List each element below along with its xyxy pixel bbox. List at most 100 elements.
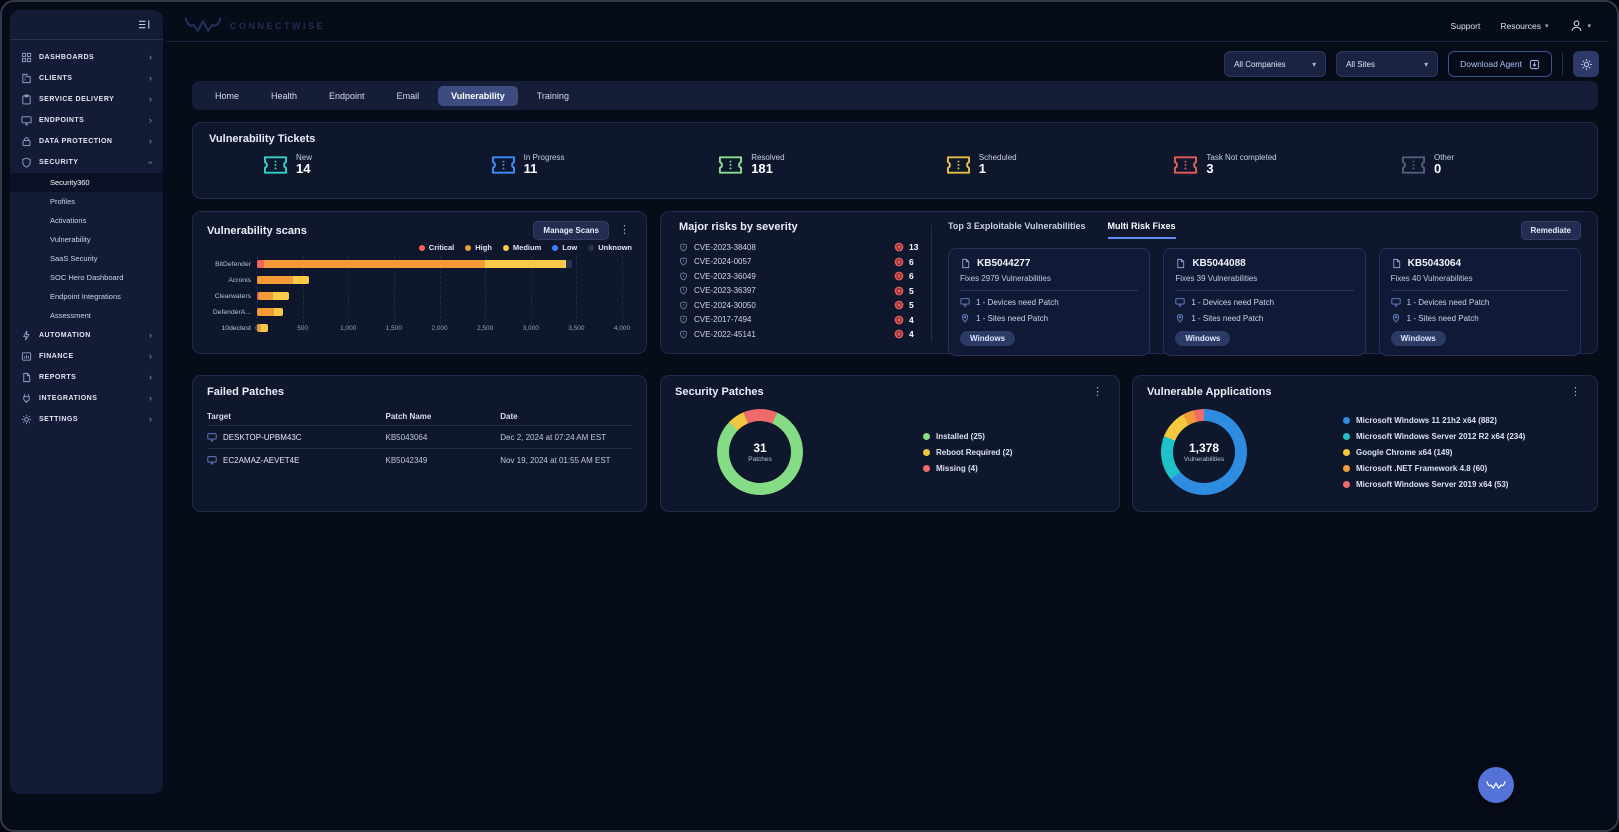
vulnerable-apps-donut: 1,378 Vulnerabilities: [1161, 409, 1247, 495]
cve-row-cve-2024-30050[interactable]: CVE-2024-30050 5: [679, 298, 921, 313]
sidebar-subitem-vulnerability[interactable]: Vulnerability: [50, 235, 91, 244]
tab-training[interactable]: Training: [536, 90, 569, 101]
kb-devices-text: 1 - Devices need Patch: [1406, 297, 1490, 307]
kebab-menu-icon[interactable]: ⋮: [619, 224, 630, 236]
tab-email[interactable]: Email: [396, 90, 420, 101]
bar-row-clearwaters: [257, 288, 622, 304]
sites-select[interactable]: All Sites ▾: [1336, 51, 1439, 77]
chart-gridline: [530, 256, 532, 324]
kebab-menu-icon[interactable]: ⋮: [1092, 385, 1103, 398]
automation-icon: [21, 330, 32, 341]
pin-icon: [1391, 313, 1401, 323]
sidebar-item-security[interactable]: SECURITY ›: [10, 152, 163, 173]
kebab-menu-icon[interactable]: ⋮: [1570, 385, 1581, 398]
os-tag: Windows: [1390, 331, 1446, 346]
tab-endpoint[interactable]: Endpoint: [329, 90, 365, 101]
companies-select[interactable]: All Companies ▾: [1224, 51, 1327, 77]
settings-gear-button[interactable]: [1573, 51, 1599, 77]
failed-patches-table: Target Patch Name Date DESKTOP-UPBM43C KB504…: [207, 408, 632, 471]
user-menu[interactable]: ▾: [1570, 19, 1591, 32]
stacked-bar[interactable]: [257, 276, 309, 284]
cve-row-cve-2017-7494[interactable]: CVE-2017-7494 4: [679, 313, 921, 328]
brand-logo: CONNECTWISE: [184, 16, 325, 35]
cve-row-cve-2023-38408[interactable]: CVE-2023-38408 13: [679, 240, 921, 255]
x-tick-label: 3,500: [568, 325, 585, 332]
sidebar-subitem-assessment[interactable]: Assessment: [50, 311, 91, 320]
chevron-down-icon: ›: [146, 161, 156, 164]
file-icon: [1391, 258, 1402, 269]
sidebar-collapse-icon[interactable]: [138, 19, 151, 30]
download-agent-button[interactable]: Download Agent: [1448, 51, 1552, 77]
os-tag: Windows: [960, 331, 1016, 346]
sidebar-item-settings[interactable]: SETTINGS ›: [10, 409, 163, 430]
table-row-target[interactable]: DESKTOP-UPBM43C: [207, 425, 386, 448]
legend-item-installed-25: Installed (25): [923, 432, 1012, 441]
chart-gridline: [302, 256, 304, 324]
sidebar-item-clients[interactable]: CLIENTS ›: [10, 68, 163, 89]
bar-category-label: 10dectest: [221, 324, 251, 332]
target-name: EC2AMAZ-AEVET4E: [223, 455, 300, 465]
bar-segment-medium: [293, 276, 309, 284]
kb-card-kb5044277[interactable]: KB5044277 Fixes 2979 Vulnerabilities 1 - D…: [948, 248, 1151, 356]
sidebar-item-reports[interactable]: REPORTS ›: [10, 367, 163, 388]
stacked-bar[interactable]: [257, 324, 268, 332]
sidebar-subitem-security360[interactable]: Security360: [10, 173, 163, 192]
tab-health[interactable]: Health: [271, 90, 298, 101]
scans-categories: BitDefender Acronis Clearwaters DefenderA..…: [207, 256, 257, 336]
connectwise-floating-button[interactable]: [1478, 767, 1514, 803]
cve-row-cve-2024-0057[interactable]: CVE-2024-0057 6: [679, 255, 921, 270]
stacked-bar[interactable]: [257, 308, 284, 316]
scans-legend: Critical High Medium Low Unknown: [207, 243, 632, 252]
cve-row-cve-2022-45141[interactable]: CVE-2022-45141 4: [679, 327, 921, 342]
sidebar-subitem-activations[interactable]: Activations: [50, 216, 87, 225]
kb-card-kb5044088[interactable]: KB5044088 Fixes 39 Vulnerabilities 1 - Dev…: [1163, 248, 1366, 356]
sidebar-subitem-soc-hero-dashboard[interactable]: SOC Hero Dashboard: [50, 273, 124, 282]
resources-menu[interactable]: Resources ▾: [1500, 20, 1549, 31]
pin-icon: [1175, 313, 1185, 323]
cve-row-cve-2023-36397[interactable]: CVE-2023-36397 5: [679, 284, 921, 299]
sidebar-item-service-delivery[interactable]: SERVICE DELIVERY ›: [10, 89, 163, 110]
endpoints-icon: [21, 115, 32, 126]
kb-sites-line: 1 - Sites need Patch: [960, 313, 1138, 323]
os-tag: Windows: [1175, 331, 1231, 346]
sidebar-subitem-profiles[interactable]: Profiles: [50, 197, 76, 206]
stacked-bar[interactable]: [257, 292, 289, 300]
support-link[interactable]: Support: [1450, 20, 1481, 31]
ticket-stat-value: 181: [751, 161, 773, 176]
sidebar-subitem-endpoint-integrations[interactable]: Endpoint Integrations: [50, 292, 121, 301]
tab-vulnerability[interactable]: Vulnerability: [438, 85, 518, 106]
cve-count: 5: [909, 285, 914, 296]
table-row-target[interactable]: EC2AMAZ-AEVET4E: [207, 448, 386, 471]
stacked-bar[interactable]: [257, 260, 572, 268]
shield-alert-icon: [679, 243, 688, 252]
manage-scans-button[interactable]: Manage Scans: [533, 221, 609, 240]
kb-card-kb5043064[interactable]: KB5043064 Fixes 40 Vulnerabilities 1 - Dev…: [1378, 248, 1581, 356]
legend-label: Google Chrome x64 (149): [1356, 447, 1453, 457]
cve-count: 4: [909, 329, 914, 340]
remediate-button[interactable]: Remediate: [1520, 221, 1581, 240]
ticket-stat-label: Scheduled: [978, 153, 1017, 162]
sidebar-item-label: DASHBOARDS: [39, 54, 95, 61]
table-row-patch: KB5043064: [385, 425, 501, 448]
monitor-icon: [207, 432, 217, 442]
sidebar-subitem-saas-security[interactable]: SaaS Security: [50, 254, 98, 263]
fixes-tab-multi-risk-fixes[interactable]: Multi Risk Fixes: [1107, 221, 1176, 239]
security-icon: [21, 157, 32, 168]
tickets-stats-row: New 14 In Progress 11 Resolved 181 Scheduled 1 T…: [209, 145, 1581, 177]
sidebar-item-endpoints[interactable]: ENDPOINTS ›: [10, 110, 163, 131]
sidebar-item-finance[interactable]: FINANCE ›: [10, 346, 163, 367]
sidebar-item-dashboards[interactable]: DASHBOARDS ›: [10, 47, 163, 68]
fixes-tab-top-3-exploitable-vulnerabilities[interactable]: Top 3 Exploitable Vulnerabilities: [948, 221, 1086, 231]
sidebar-item-automation[interactable]: AUTOMATION ›: [10, 325, 163, 346]
chart-gridline: [257, 256, 258, 324]
cve-row-cve-2023-36049[interactable]: CVE-2023-36049 6: [679, 269, 921, 284]
legend-dot: [1343, 448, 1350, 456]
bar-row-10dectest: [257, 320, 622, 336]
filters-toolbar: All Companies ▾ All Sites ▾ Download Age…: [1224, 50, 1599, 78]
sidebar-item-data-protection[interactable]: DATA PROTECTION ›: [10, 131, 163, 152]
sidebar-item-label: AUTOMATION: [39, 332, 91, 339]
tab-home[interactable]: Home: [215, 90, 240, 101]
sidebar-item-integrations[interactable]: INTEGRATIONS ›: [10, 388, 163, 409]
kb-sites-text: 1 - Sites need Patch: [976, 313, 1049, 323]
legend-label: Microsoft Windows Server 2019 x64 (53): [1356, 479, 1509, 489]
